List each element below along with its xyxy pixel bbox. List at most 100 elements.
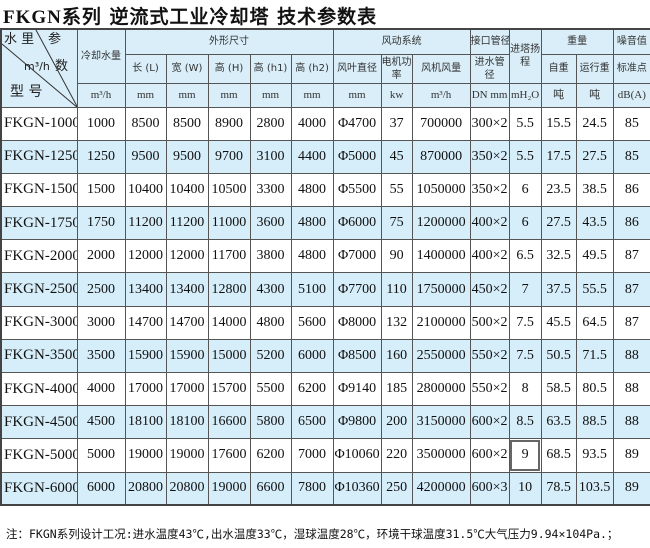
value-cell[interactable]: 2100000 <box>411 305 471 340</box>
value-cell[interactable]: 63.5 <box>540 405 577 440</box>
value-cell[interactable]: 3800 <box>249 239 292 274</box>
value-cell[interactable]: Φ8500 <box>332 338 382 374</box>
value-cell[interactable]: 10400 <box>165 172 209 208</box>
value-cell[interactable]: 400×2 <box>469 206 510 241</box>
value-cell[interactable]: 86 <box>612 206 650 241</box>
value-cell[interactable]: 17000 <box>124 371 167 407</box>
model-cell[interactable]: FKGN-1250 <box>0 139 78 174</box>
value-cell[interactable]: 7.5 <box>508 305 542 340</box>
value-cell[interactable]: 68.5 <box>540 438 577 473</box>
value-cell[interactable]: 12000 <box>165 239 209 274</box>
value-cell[interactable]: Φ6000 <box>332 206 382 241</box>
model-cell[interactable]: FKGN-4500 <box>0 405 78 440</box>
value-cell[interactable]: 7.5 <box>508 338 542 374</box>
value-cell[interactable]: 1400000 <box>411 239 471 274</box>
value-cell[interactable]: 200 <box>380 405 413 440</box>
value-cell[interactable]: 300×2 <box>469 106 510 141</box>
value-cell[interactable]: 6.5 <box>508 239 542 274</box>
value-cell[interactable]: 4800 <box>290 239 334 274</box>
value-cell[interactable]: 185 <box>380 371 413 407</box>
value-cell[interactable]: 6 <box>508 206 542 241</box>
value-cell[interactable]: Φ9800 <box>332 405 382 440</box>
value-cell[interactable]: 11700 <box>207 239 251 274</box>
value-cell[interactable]: 550×2 <box>469 371 510 407</box>
value-cell[interactable]: 600×2 <box>469 438 510 473</box>
model-cell[interactable]: FKGN-6000 <box>0 471 78 506</box>
value-cell[interactable]: 49.5 <box>575 239 614 274</box>
value-cell[interactable]: 55.5 <box>575 272 614 307</box>
value-cell[interactable]: 6200 <box>290 371 334 407</box>
value-cell[interactable]: 89 <box>612 438 650 473</box>
value-cell[interactable]: 6 <box>508 172 542 208</box>
value-cell[interactable]: 17000 <box>165 371 209 407</box>
value-cell[interactable]: 55 <box>380 172 413 208</box>
value-cell[interactable]: 80.5 <box>575 371 614 407</box>
value-cell[interactable]: Φ5000 <box>332 139 382 174</box>
value-cell[interactable]: 87 <box>612 239 650 274</box>
value-cell[interactable]: 1050000 <box>411 172 471 208</box>
value-cell[interactable]: 250 <box>380 471 413 506</box>
value-cell[interactable]: 2000 <box>76 239 126 274</box>
value-cell[interactable]: 14700 <box>165 305 209 340</box>
value-cell[interactable]: 1200000 <box>411 206 471 241</box>
value-cell[interactable]: 12800 <box>207 272 251 307</box>
value-cell[interactable]: 9 <box>508 438 542 473</box>
value-cell[interactable]: 7800 <box>290 471 334 506</box>
value-cell[interactable]: 160 <box>380 338 413 374</box>
value-cell[interactable]: 7 <box>508 272 542 307</box>
value-cell[interactable]: 24.5 <box>575 106 614 141</box>
value-cell[interactable]: 88 <box>612 405 650 440</box>
value-cell[interactable]: 19000 <box>207 471 251 506</box>
value-cell[interactable]: 6000 <box>290 338 334 374</box>
value-cell[interactable]: 8500 <box>165 106 209 141</box>
value-cell[interactable]: 2550000 <box>411 338 471 374</box>
value-cell[interactable]: 38.5 <box>575 172 614 208</box>
value-cell[interactable]: 15700 <box>207 371 251 407</box>
value-cell[interactable]: 11200 <box>165 206 209 241</box>
value-cell[interactable]: 19000 <box>165 438 209 473</box>
value-cell[interactable]: 6600 <box>249 471 292 506</box>
value-cell[interactable]: Φ7700 <box>332 272 382 307</box>
value-cell[interactable]: 3500 <box>76 338 126 374</box>
value-cell[interactable]: 11000 <box>207 206 251 241</box>
model-cell[interactable]: FKGN-2500 <box>0 272 78 307</box>
value-cell[interactable]: 4200000 <box>411 471 471 506</box>
value-cell[interactable]: 18100 <box>124 405 167 440</box>
value-cell[interactable]: 6500 <box>290 405 334 440</box>
value-cell[interactable]: 93.5 <box>575 438 614 473</box>
value-cell[interactable]: 103.5 <box>575 471 614 506</box>
value-cell[interactable]: 43.5 <box>575 206 614 241</box>
value-cell[interactable]: 86 <box>612 172 650 208</box>
value-cell[interactable]: 450×2 <box>469 272 510 307</box>
value-cell[interactable]: 1750 <box>76 206 126 241</box>
value-cell[interactable]: 27.5 <box>575 139 614 174</box>
value-cell[interactable]: 5800 <box>249 405 292 440</box>
value-cell[interactable]: 10500 <box>207 172 251 208</box>
value-cell[interactable]: 85 <box>612 139 650 174</box>
value-cell[interactable]: 7000 <box>290 438 334 473</box>
value-cell[interactable]: 220 <box>380 438 413 473</box>
value-cell[interactable]: 27.5 <box>540 206 577 241</box>
value-cell[interactable]: 110 <box>380 272 413 307</box>
value-cell[interactable]: 6200 <box>249 438 292 473</box>
value-cell[interactable]: 18100 <box>165 405 209 440</box>
value-cell[interactable]: 2800000 <box>411 371 471 407</box>
value-cell[interactable]: 5200 <box>249 338 292 374</box>
value-cell[interactable]: 1000 <box>76 106 126 141</box>
value-cell[interactable]: 3600 <box>249 206 292 241</box>
value-cell[interactable]: 71.5 <box>575 338 614 374</box>
value-cell[interactable]: 12000 <box>124 239 167 274</box>
value-cell[interactable]: 50.5 <box>540 338 577 374</box>
value-cell[interactable]: Φ4700 <box>332 106 382 141</box>
value-cell[interactable]: 9500 <box>165 139 209 174</box>
value-cell[interactable]: 88 <box>612 338 650 374</box>
value-cell[interactable]: 8900 <box>207 106 251 141</box>
value-cell[interactable]: Φ7000 <box>332 239 382 274</box>
value-cell[interactable]: 17.5 <box>540 139 577 174</box>
value-cell[interactable]: 20800 <box>124 471 167 506</box>
value-cell[interactable]: 32.5 <box>540 239 577 274</box>
value-cell[interactable]: 19000 <box>124 438 167 473</box>
value-cell[interactable]: 2800 <box>249 106 292 141</box>
value-cell[interactable]: 37.5 <box>540 272 577 307</box>
value-cell[interactable]: 6000 <box>76 471 126 506</box>
